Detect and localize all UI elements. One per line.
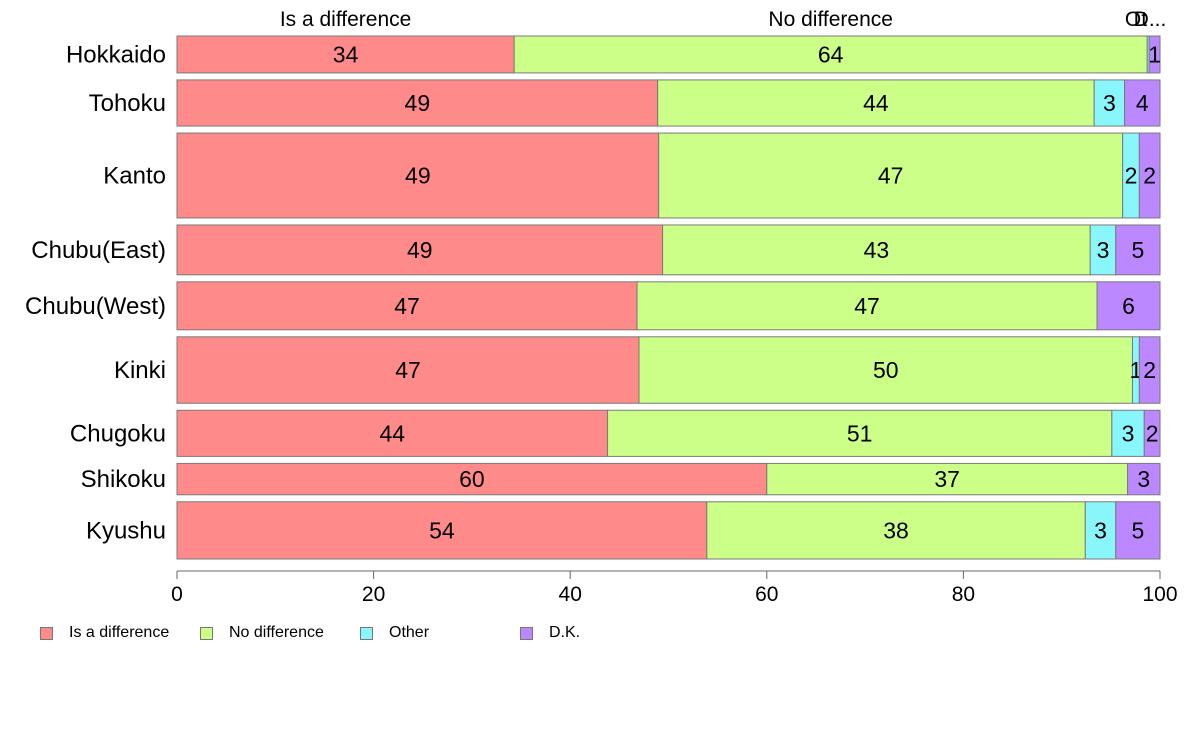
data-label-no-difference-shikoku: 37 <box>934 466 960 492</box>
data-label-other-tohoku: 3 <box>1103 90 1116 116</box>
data-label-no-difference-hokkaido: 64 <box>818 41 844 67</box>
category-label-chugoku: Chugoku <box>70 420 166 447</box>
bar-is-a-difference-kinki <box>176 336 640 404</box>
x-tick-label-40: 40 <box>559 583 582 606</box>
data-label-other-kanto: 2 <box>1125 163 1138 189</box>
data-label-d-k-hokkaido: 1 <box>1148 41 1161 67</box>
bar-no-difference-kinki <box>638 336 1133 404</box>
legend-swatch <box>520 626 533 640</box>
legend-item-dk: D.K. <box>520 624 580 642</box>
bar-no-difference-chubu-west <box>636 281 1098 331</box>
legend-item-other: Other <box>360 624 429 642</box>
category-label-hokkaido: Hokkaido <box>66 41 166 68</box>
category-label-kyushu: Kyushu <box>86 517 166 544</box>
legend-swatch <box>360 626 373 640</box>
category-label-kinki: Kinki <box>114 357 166 384</box>
bar-is-a-difference-shikoku <box>176 462 768 496</box>
data-label-no-difference-tohoku: 44 <box>863 90 889 116</box>
data-label-d-k-kinki: 2 <box>1143 357 1156 383</box>
bar-no-difference-shikoku <box>766 462 1129 496</box>
bar-d-k-chugoku <box>1143 409 1161 457</box>
bar-no-difference-kyushu <box>706 501 1086 560</box>
data-label-no-difference-kinki: 50 <box>873 357 899 383</box>
data-label-is-a-difference-chubu-east: 49 <box>407 237 433 263</box>
bar-other-kyushu <box>1084 501 1117 560</box>
top-label-other: Ot <box>1125 8 1147 31</box>
x-tick-label-0: 0 <box>171 583 183 606</box>
category-label-kanto: Kanto <box>103 163 166 190</box>
top-label-d-k: D... <box>1134 8 1167 31</box>
bar-d-k-tohoku <box>1124 79 1161 127</box>
data-label-is-a-difference-chubu-west: 47 <box>394 293 420 319</box>
data-label-no-difference-chubu-west: 47 <box>854 293 880 319</box>
data-label-d-k-kyushu: 5 <box>1131 517 1144 543</box>
legend-label: D.K. <box>549 624 581 641</box>
bar-no-difference-tohoku <box>657 79 1095 127</box>
data-label-d-k-kanto: 2 <box>1143 163 1156 189</box>
category-label-chubu-east: Chubu(East) <box>31 237 166 264</box>
x-tick-label-60: 60 <box>755 583 778 606</box>
data-label-is-a-difference-kyushu: 54 <box>429 517 455 543</box>
category-label-chubu-west: Chubu(West) <box>25 293 166 320</box>
bar-is-a-difference-chubu-west <box>176 281 638 331</box>
data-label-is-a-difference-hokkaido: 34 <box>333 41 359 67</box>
bar-other-chubu-east <box>1089 224 1117 276</box>
data-label-d-k-chubu-west: 6 <box>1122 293 1135 319</box>
bar-d-k-hokkaido <box>1148 35 1161 74</box>
legend-label: Is a difference <box>69 624 170 641</box>
bar-is-a-difference-tohoku <box>176 79 659 127</box>
top-label-is-a-difference: Is a difference <box>280 8 412 31</box>
category-label-shikoku: Shikoku <box>81 466 166 493</box>
x-tick-label-20: 20 <box>362 583 385 606</box>
data-label-d-k-shikoku: 3 <box>1137 466 1150 492</box>
legend-item-no-difference: No difference <box>200 624 324 642</box>
bar-is-a-difference-chugoku <box>176 409 609 457</box>
legend-swatch <box>200 626 213 640</box>
top-label-no-difference: No difference <box>768 8 893 31</box>
bar-d-k-kanto <box>1138 132 1161 219</box>
bar-d-k-chubu-west <box>1096 281 1161 331</box>
data-label-is-a-difference-shikoku: 60 <box>459 466 485 492</box>
bar-d-k-kyushu <box>1115 501 1161 560</box>
bar-is-a-difference-chubu-east <box>176 224 664 276</box>
bar-d-k-kinki <box>1138 336 1161 404</box>
data-label-no-difference-chugoku: 51 <box>847 420 873 446</box>
x-tick-label-80: 80 <box>952 583 975 606</box>
bar-no-difference-hokkaido <box>513 35 1148 74</box>
data-label-d-k-chugoku: 2 <box>1146 420 1159 446</box>
data-label-no-difference-chubu-east: 43 <box>864 237 890 263</box>
bar-d-k-chubu-east <box>1115 224 1161 276</box>
data-label-no-difference-kanto: 47 <box>878 163 904 189</box>
legend-item-is-a-difference: Is a difference <box>40 624 169 642</box>
data-label-no-difference-kyushu: 38 <box>883 517 909 543</box>
bar-d-k-shikoku <box>1127 462 1161 496</box>
data-label-other-chubu-east: 3 <box>1097 237 1110 263</box>
data-label-d-k-tohoku: 4 <box>1136 90 1149 116</box>
legend-label: No difference <box>229 624 324 641</box>
bar-no-difference-chubu-east <box>662 224 1091 276</box>
data-label-is-a-difference-tohoku: 49 <box>405 90 431 116</box>
legend-label: Other <box>389 624 430 641</box>
bar-is-a-difference-kanto <box>176 132 660 219</box>
data-label-is-a-difference-chugoku: 44 <box>379 420 405 446</box>
data-label-other-kyushu: 3 <box>1094 517 1107 543</box>
legend-swatch <box>40 626 53 640</box>
data-label-is-a-difference-kanto: 49 <box>405 163 431 189</box>
category-label-tohoku: Tohoku <box>89 90 166 117</box>
bar-no-difference-chugoku <box>607 409 1113 457</box>
data-label-is-a-difference-kinki: 47 <box>395 357 421 383</box>
data-label-other-chugoku: 3 <box>1122 420 1135 446</box>
bar-other-tohoku <box>1093 79 1126 127</box>
x-tick-label-100: 100 <box>1142 583 1177 606</box>
data-label-d-k-chubu-east: 5 <box>1131 237 1144 263</box>
